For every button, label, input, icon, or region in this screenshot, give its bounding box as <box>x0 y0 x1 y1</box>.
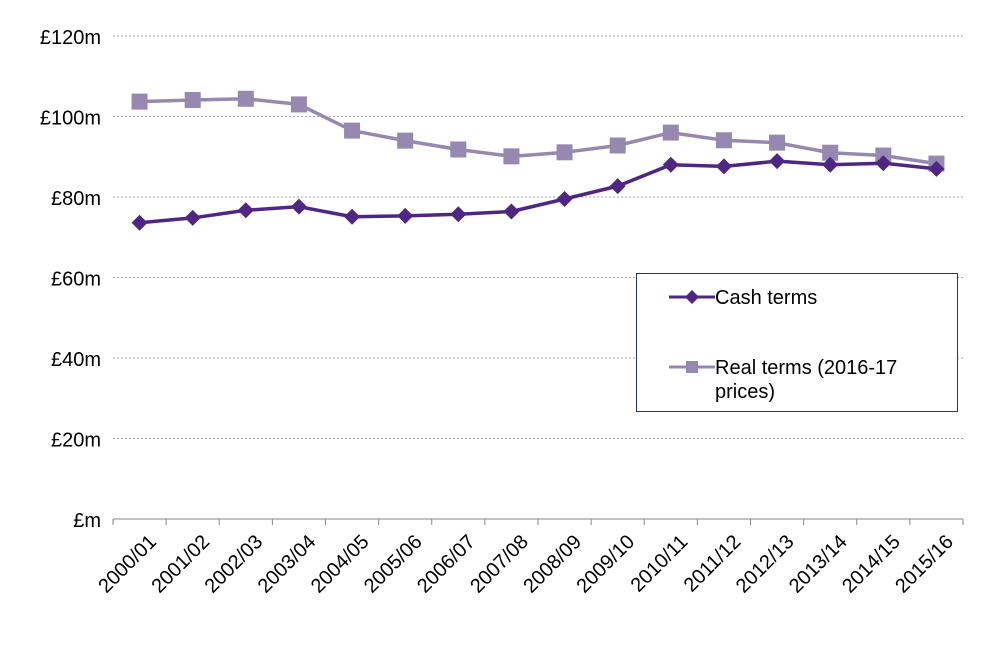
data-point-cash <box>822 156 839 173</box>
data-point-cash <box>184 209 201 226</box>
data-point-cash <box>290 198 307 215</box>
data-point-cash <box>503 203 520 220</box>
data-point-cash <box>769 153 786 170</box>
diamond-marker-icon <box>669 286 715 308</box>
legend-item-real: Real terms (2016-17 prices) <box>669 356 935 404</box>
x-tick-label: 2001/02 <box>147 531 214 598</box>
data-point-cash <box>397 207 414 224</box>
y-tick-label: £80m <box>51 188 101 210</box>
y-tick-label: £m <box>73 510 101 532</box>
legend-label: Cash terms <box>715 287 818 309</box>
legend-item-cash: Cash terms <box>669 286 935 310</box>
y-tick-label: £60m <box>51 269 101 291</box>
data-point-real <box>450 141 467 158</box>
square-marker-icon <box>669 356 715 378</box>
x-tick-label: 2000/01 <box>94 531 161 598</box>
y-tick-label: £20m <box>51 430 101 452</box>
chart-legend: Cash terms Real terms (2016-17 prices) <box>636 273 958 412</box>
data-point-real <box>769 134 786 151</box>
data-point-real <box>344 122 361 139</box>
data-point-real <box>715 132 732 149</box>
y-tick-label: £120m <box>40 27 101 49</box>
data-point-real <box>237 90 254 107</box>
data-point-cash <box>131 214 148 231</box>
data-point-cash <box>715 158 732 175</box>
data-point-real <box>822 144 839 161</box>
series-line-real <box>139 97 937 166</box>
x-tick-label: 2012/13 <box>732 531 799 598</box>
x-tick-label: 2010/11 <box>627 531 693 597</box>
x-tick-label: 2014/15 <box>838 531 905 598</box>
data-point-real <box>131 93 148 110</box>
data-point-real <box>184 91 201 108</box>
x-tick-label: 2008/09 <box>519 531 586 598</box>
x-tick-label: 2005/06 <box>360 531 427 598</box>
x-tick-label: 2009/10 <box>572 531 639 598</box>
x-tick-label: 2015/16 <box>891 531 958 598</box>
y-tick-label: £100m <box>40 108 101 130</box>
legend-label: Real terms (2016-17 prices) <box>715 357 898 403</box>
data-point-cash <box>450 206 467 223</box>
data-point-cash <box>556 191 573 208</box>
data-point-real <box>397 132 414 149</box>
data-point-real <box>290 96 307 113</box>
data-point-cash <box>662 156 679 173</box>
data-point-cash <box>928 160 945 177</box>
x-tick-label: 2002/03 <box>201 531 268 598</box>
data-point-real <box>609 137 626 154</box>
x-tick-label: 2007/08 <box>466 531 533 598</box>
data-point-real <box>662 124 679 141</box>
data-point-cash <box>344 208 361 225</box>
data-point-real <box>503 148 520 165</box>
x-tick-label: 2013/14 <box>785 531 852 598</box>
y-tick-label: £40m <box>51 349 101 371</box>
data-point-cash <box>237 202 254 219</box>
x-tick-label: 2006/07 <box>413 531 480 598</box>
data-point-cash <box>609 178 626 195</box>
series-line-cash <box>139 159 937 225</box>
x-tick-label: 2004/05 <box>307 531 374 598</box>
x-tick-label: 2003/04 <box>254 531 321 598</box>
data-point-real <box>556 144 573 161</box>
data-point-cash <box>875 155 892 172</box>
